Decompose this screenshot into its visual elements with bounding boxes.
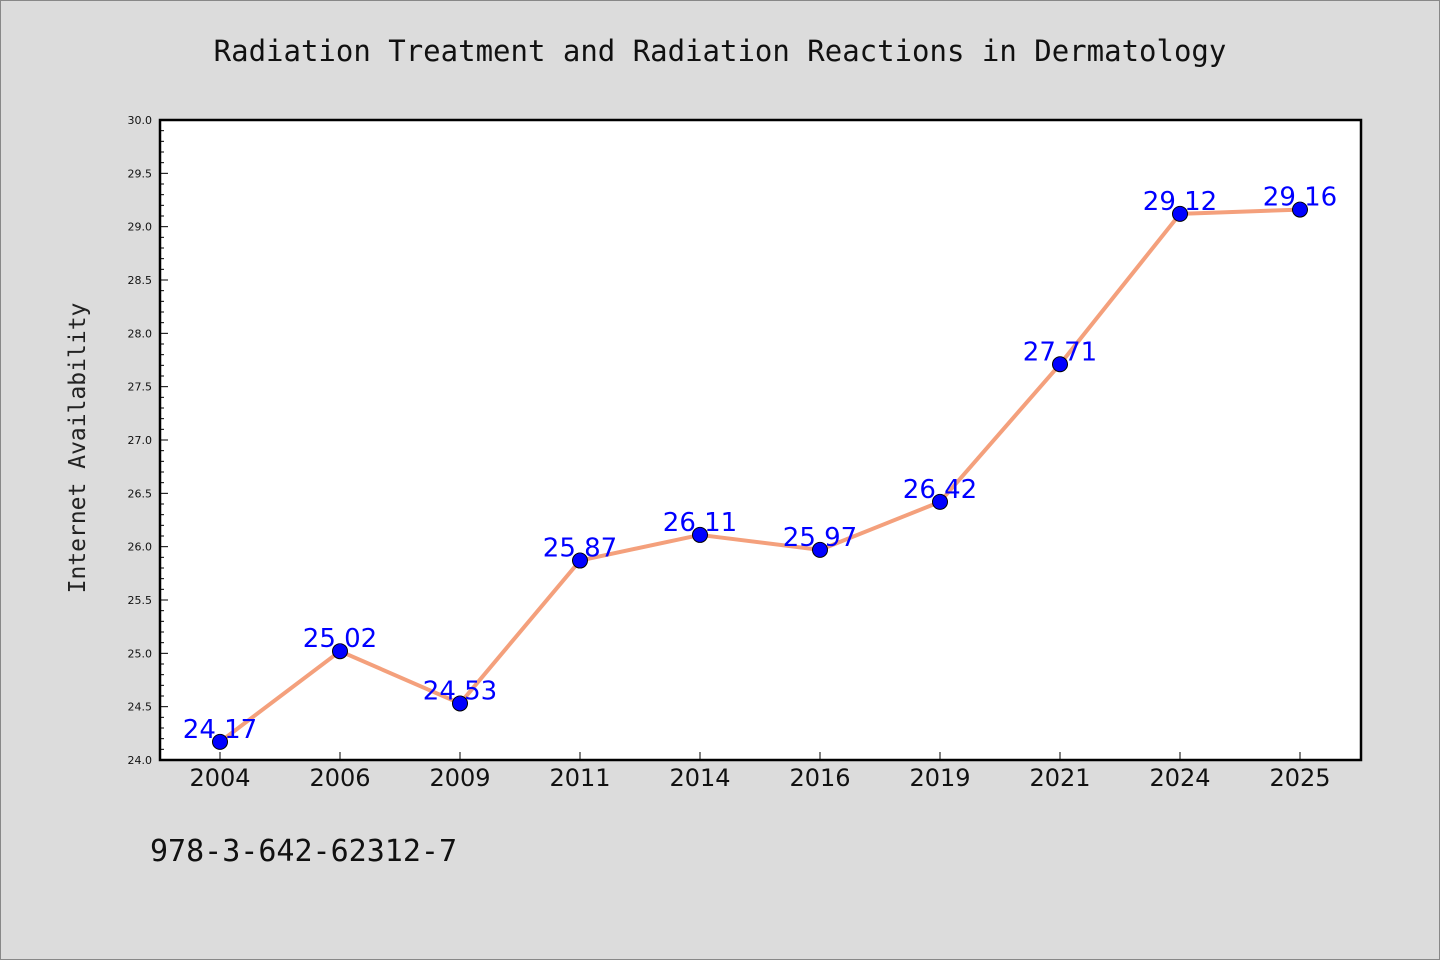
data-point <box>572 552 588 569</box>
data-label: 24.17 <box>183 715 257 745</box>
x-tick-label: 2006 <box>309 764 370 792</box>
y-tick-label: 25.5 <box>128 594 153 607</box>
x-tick-label: 2024 <box>1149 764 1210 792</box>
data-label: 29.16 <box>1263 183 1337 213</box>
x-tick-label: 2009 <box>429 764 490 792</box>
data-label: 24.53 <box>423 676 497 706</box>
data-point <box>692 526 708 543</box>
x-tick-label: 2014 <box>669 764 730 792</box>
x-tick-label: 2004 <box>189 764 250 792</box>
y-tick-label: 24.0 <box>128 754 153 767</box>
y-tick-label: 28.5 <box>128 274 153 287</box>
data-label: 29.12 <box>1143 187 1217 217</box>
x-axis: 2004 2006 2009 2011 2014 2016 2019 2021 2024 2025 <box>189 752 1331 792</box>
data-point <box>812 541 828 558</box>
plot-area <box>158 118 1363 762</box>
data-label: 26.42 <box>903 475 977 505</box>
chart-title: Radiation Treatment and Radiation Reacti… <box>213 34 1227 68</box>
x-tick-label: 2011 <box>549 764 610 792</box>
series-line <box>218 207 1301 744</box>
y-tick-label: 27.5 <box>128 381 153 394</box>
y-tick-label: 27.0 <box>128 434 153 447</box>
x-tick-label: 2016 <box>789 764 850 792</box>
y-tick-label: 26.0 <box>128 541 153 554</box>
y-tick-label: 30.0 <box>128 114 153 127</box>
x-tick-label: 2021 <box>1029 764 1090 792</box>
data-label: 25.87 <box>543 534 617 564</box>
series-0: 24.17 25.02 24.53 25.87 26.11 25.97 26.42 27.71… <box>183 183 1337 750</box>
data-point <box>1172 205 1188 222</box>
y-tick-label: 29.5 <box>128 167 153 180</box>
y-tick-label: 24.5 <box>128 701 153 714</box>
x-tick-label: 2025 <box>1269 764 1330 792</box>
data-point <box>1052 356 1068 373</box>
data-label: 27.71 <box>1023 337 1097 367</box>
data-point <box>332 643 348 660</box>
y-tick-label: 25.0 <box>128 647 153 660</box>
data-point <box>932 493 948 510</box>
data-label: 25.02 <box>303 624 377 654</box>
y-tick-label: 28.0 <box>128 327 153 340</box>
y-tick-label: 26.5 <box>128 487 153 500</box>
x-tick-label: 2019 <box>909 764 970 792</box>
data-point <box>1292 201 1308 218</box>
y-tick-label: 29.0 <box>128 221 153 234</box>
data-point <box>452 695 468 712</box>
isbn-footer: 978-3-642-62312-7 <box>150 834 458 869</box>
data-point <box>212 733 228 750</box>
y-axis: 24.0 24.5 25.0 25.5 26.0 26.5 27.0 27.5 28.0 28.5… <box>128 114 168 767</box>
data-label: 25.97 <box>783 523 857 553</box>
data-label: 26.11 <box>663 508 737 538</box>
